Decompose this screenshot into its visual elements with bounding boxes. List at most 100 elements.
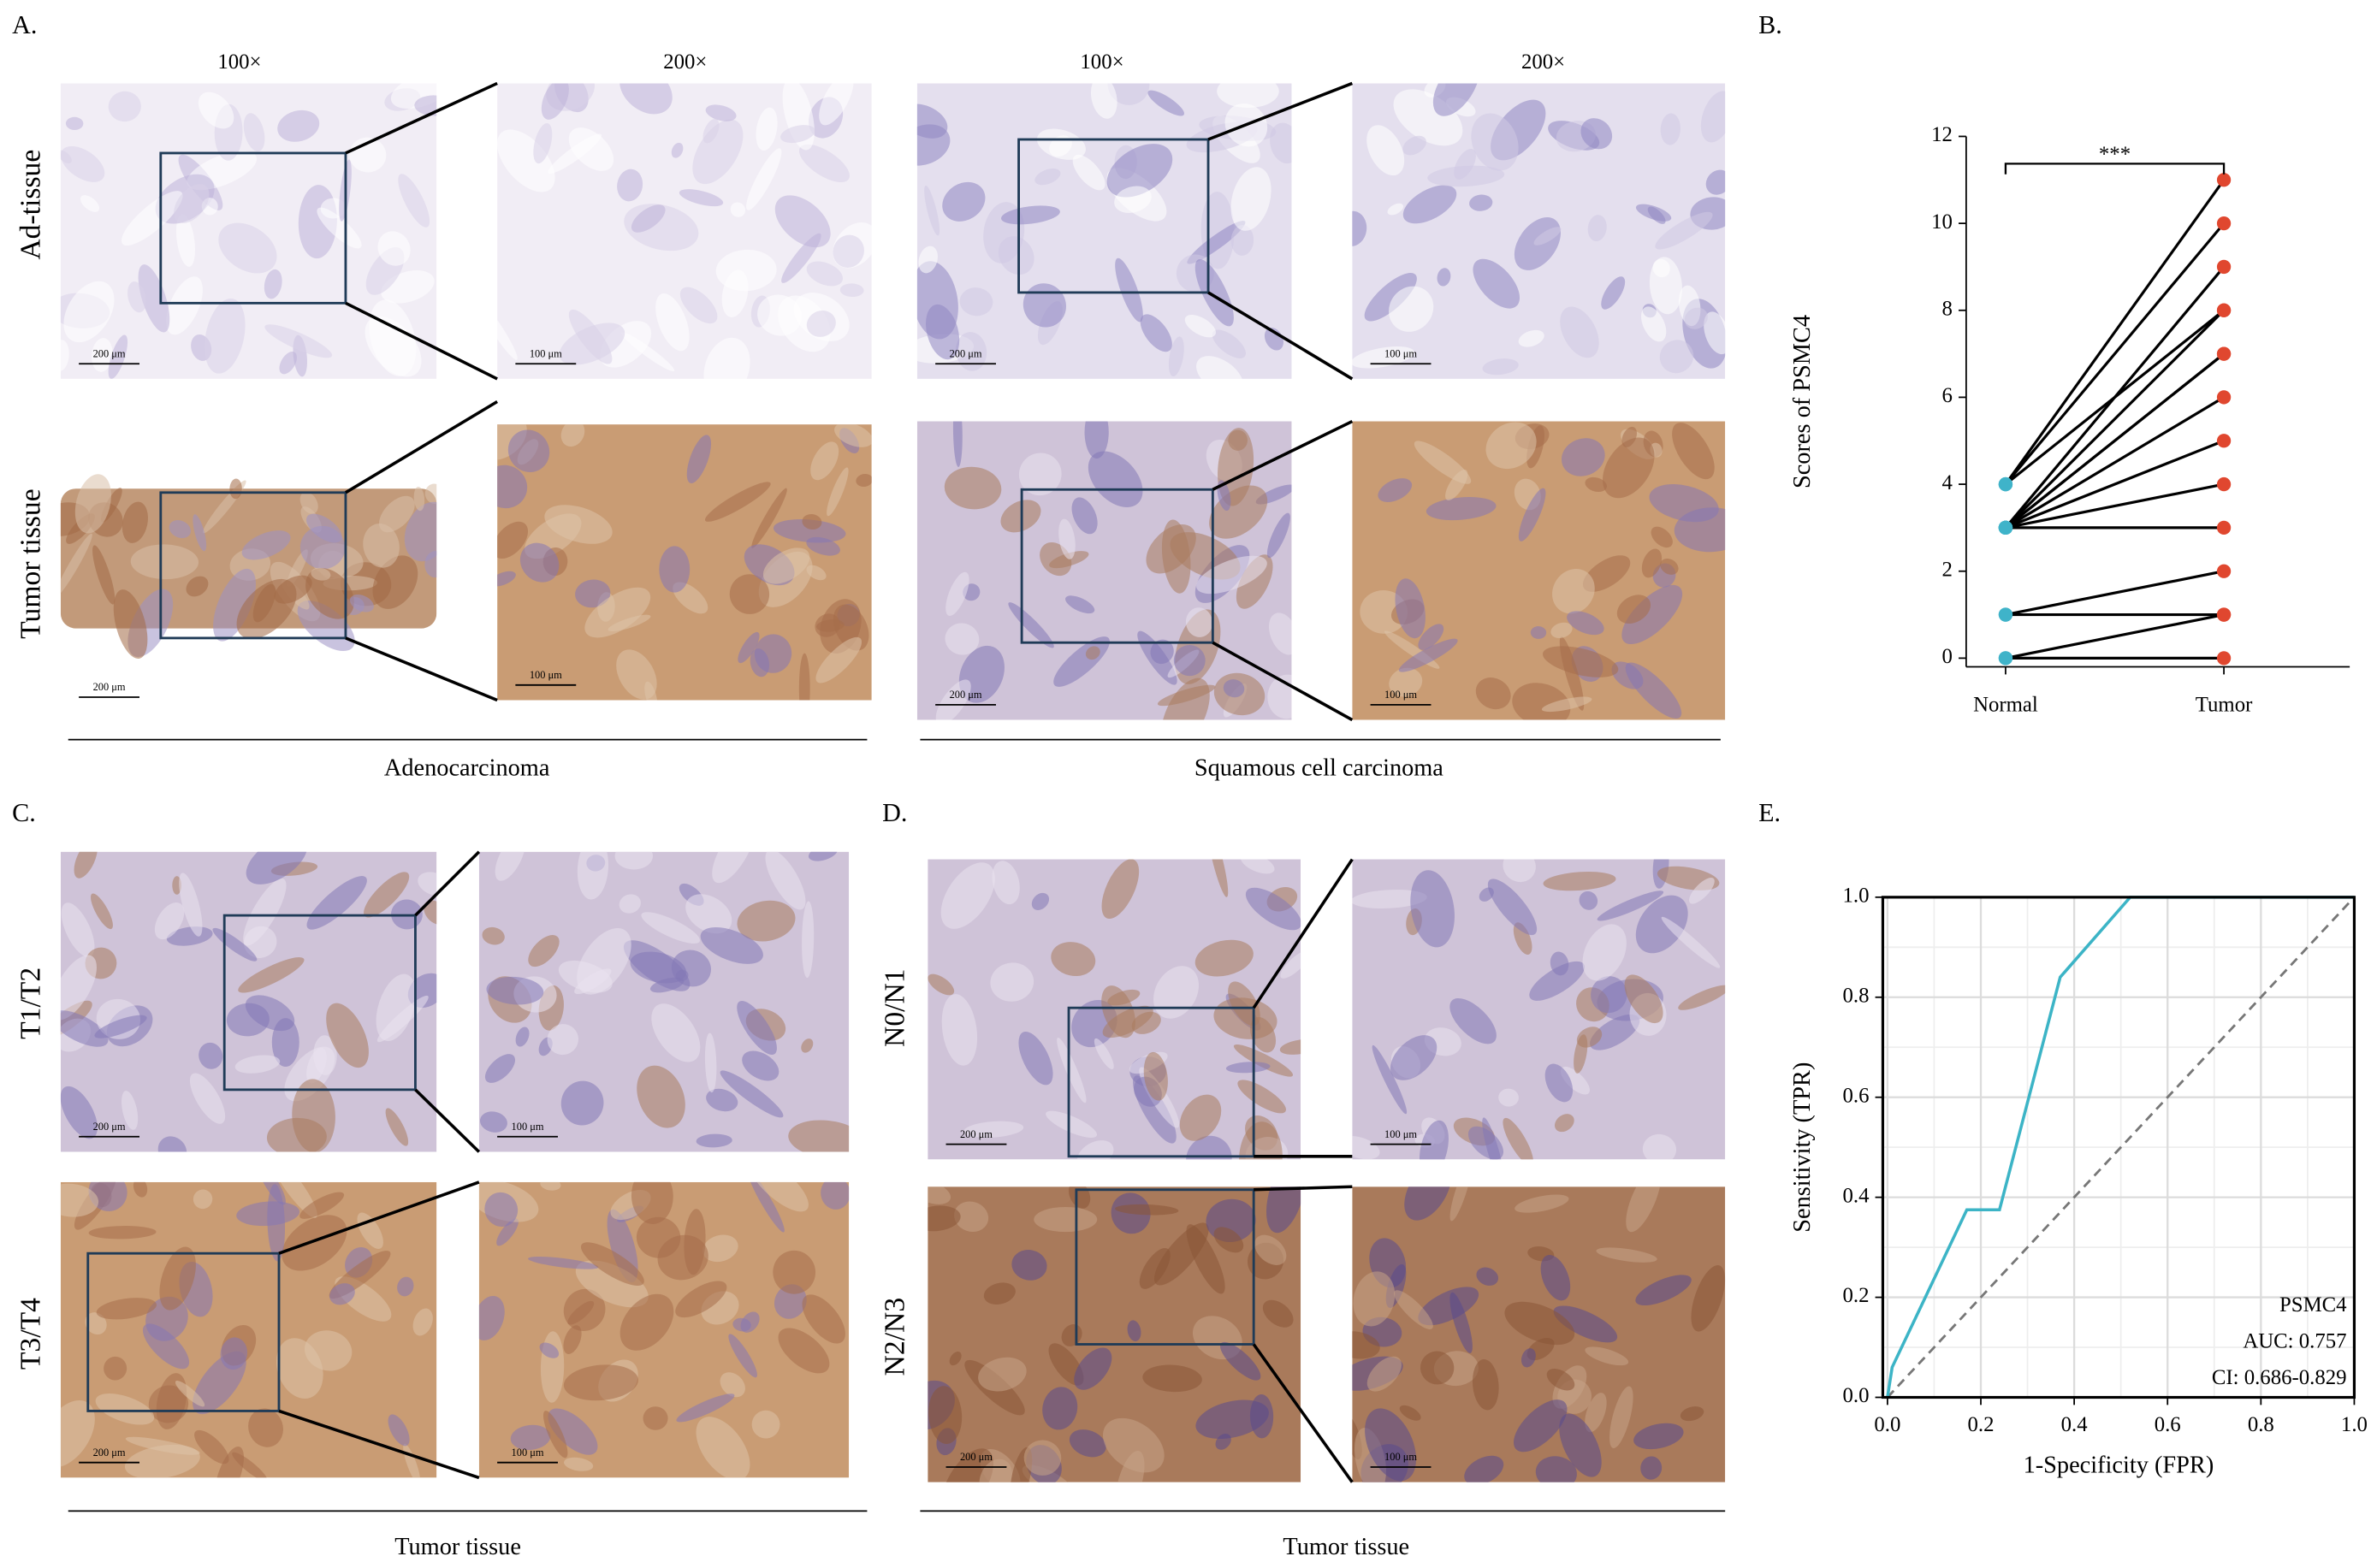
tissue-texture — [1580, 118, 1613, 150]
tissue-texture — [1544, 1063, 1574, 1103]
tissue-texture — [497, 464, 528, 509]
micrograph-content — [60, 1181, 437, 1478]
tissue-texture — [1642, 1133, 1677, 1160]
tissue-texture — [486, 976, 544, 1005]
tissue-texture — [584, 587, 651, 638]
tissue-texture — [414, 95, 437, 116]
zoom-connector — [345, 301, 498, 381]
tissue-texture — [577, 851, 609, 900]
tissue-texture — [651, 1003, 701, 1062]
micrograph: 200 μm — [60, 851, 437, 1152]
micrograph: 100 μm — [1352, 1186, 1726, 1482]
tissue-texture — [193, 514, 207, 552]
tissue-texture — [806, 536, 840, 556]
micrograph-content — [60, 83, 437, 379]
group-label: Tumor tissue — [1283, 1534, 1409, 1560]
x-tick-label: Tumor — [2196, 693, 2253, 716]
tissue-texture — [1140, 314, 1172, 352]
tissue-texture — [154, 902, 185, 940]
tissue-texture — [248, 1408, 283, 1447]
pair-line — [2004, 179, 2226, 486]
tissue-texture — [1546, 1368, 1575, 1391]
tissue-texture — [497, 129, 555, 192]
row-label: Ad-tissue — [15, 150, 47, 260]
zoom-connector — [278, 1180, 480, 1255]
tissue-texture — [1469, 194, 1493, 211]
tissue-texture — [229, 478, 242, 500]
tissue-texture — [636, 1216, 681, 1258]
tissue-texture — [507, 429, 550, 473]
row-label: N2/N3 — [880, 1298, 911, 1376]
tissue-texture — [519, 542, 560, 583]
tissue-texture — [614, 851, 654, 870]
tissue-texture — [528, 1256, 599, 1269]
tissue-texture — [1518, 488, 1546, 541]
tissue-texture — [495, 851, 525, 881]
tissue-texture — [1540, 1255, 1571, 1301]
tissue-texture — [1449, 1186, 1472, 1222]
tissue-texture — [1585, 476, 1608, 493]
tissue-texture — [559, 322, 625, 365]
tissue-texture — [1432, 83, 1480, 116]
tissue-texture — [1131, 1011, 1161, 1034]
tissue-texture — [616, 649, 657, 700]
y-tick-label: 6 — [1942, 384, 1953, 407]
tissue-texture — [94, 1015, 147, 1038]
pair-line — [2005, 612, 2225, 660]
micrograph: 200 μm — [916, 83, 1292, 379]
magnification: 200× — [1521, 50, 1565, 74]
tissue-texture — [802, 514, 822, 530]
tissue-texture — [1114, 186, 1152, 213]
tissue-texture — [1427, 165, 1505, 187]
tissue-texture — [234, 1055, 281, 1074]
panel-label: E. — [1758, 798, 1781, 827]
tissue-texture — [567, 1300, 595, 1325]
tissue-texture — [1601, 276, 1626, 310]
tissue-texture — [751, 488, 787, 548]
tissue-texture — [138, 264, 170, 333]
tissue-texture — [704, 482, 771, 522]
micrograph: 200 μm — [60, 83, 437, 379]
tissue-texture — [1279, 1038, 1301, 1055]
tissue-texture — [1449, 997, 1497, 1044]
tissue-texture — [928, 1205, 961, 1232]
tissue-texture — [412, 1308, 433, 1336]
tissue-texture — [740, 1311, 760, 1333]
micrograph-content — [1352, 421, 1726, 720]
micrograph-content — [1352, 1186, 1726, 1482]
tissue-texture — [1464, 1455, 1504, 1482]
tissue-texture — [757, 294, 803, 336]
tissue-texture — [1640, 306, 1667, 342]
tissue-texture — [220, 1337, 248, 1370]
y-tick-label: 0 — [1942, 645, 1953, 668]
tissue-texture — [60, 340, 69, 371]
micrograph-content — [928, 1186, 1301, 1482]
tissue-texture — [806, 311, 836, 337]
tissue-texture — [1215, 1434, 1231, 1450]
tissue-texture — [413, 486, 425, 512]
tissue-texture — [388, 1414, 410, 1447]
dot — [2216, 434, 2232, 448]
x-axis-label: 1-Specificity (FPR) — [2024, 1452, 2214, 1478]
zoom-connector — [278, 1409, 480, 1480]
tissue-texture — [510, 1424, 551, 1451]
tissue-texture — [478, 1295, 505, 1340]
tissue-texture — [1445, 469, 1468, 500]
tissue-texture — [1503, 1117, 1533, 1160]
tissue-texture — [560, 424, 585, 447]
tissue-texture — [1372, 1044, 1408, 1115]
tissue-texture — [1387, 203, 1404, 216]
tissue-texture — [1467, 1126, 1504, 1160]
tissue-texture — [1482, 358, 1519, 376]
tissue-texture — [1353, 1271, 1396, 1327]
zoom-box — [159, 491, 347, 640]
tissue-texture — [282, 1215, 347, 1271]
tissue-texture — [705, 104, 737, 121]
tissue-texture — [1094, 1038, 1114, 1069]
tissue-texture — [189, 1073, 226, 1124]
tissue-texture — [728, 1334, 757, 1378]
pair-line — [2005, 482, 2225, 530]
tissue-texture — [317, 207, 362, 249]
tissue-texture — [60, 1010, 109, 1047]
tissue-texture — [780, 125, 815, 144]
